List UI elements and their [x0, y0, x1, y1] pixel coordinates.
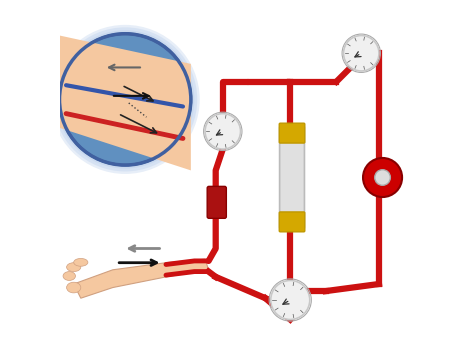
Ellipse shape [73, 258, 88, 266]
Circle shape [375, 170, 391, 185]
Circle shape [53, 27, 197, 171]
Ellipse shape [63, 272, 75, 280]
FancyBboxPatch shape [279, 123, 305, 143]
Polygon shape [60, 36, 191, 170]
Circle shape [271, 280, 310, 320]
Circle shape [344, 36, 379, 71]
Ellipse shape [67, 263, 81, 272]
Ellipse shape [67, 282, 81, 293]
Circle shape [205, 114, 240, 149]
Circle shape [363, 158, 402, 197]
Polygon shape [73, 259, 209, 298]
FancyBboxPatch shape [280, 126, 304, 229]
Circle shape [51, 25, 200, 174]
FancyBboxPatch shape [279, 212, 305, 232]
Circle shape [60, 34, 191, 165]
Circle shape [56, 30, 194, 169]
FancyBboxPatch shape [207, 186, 227, 218]
